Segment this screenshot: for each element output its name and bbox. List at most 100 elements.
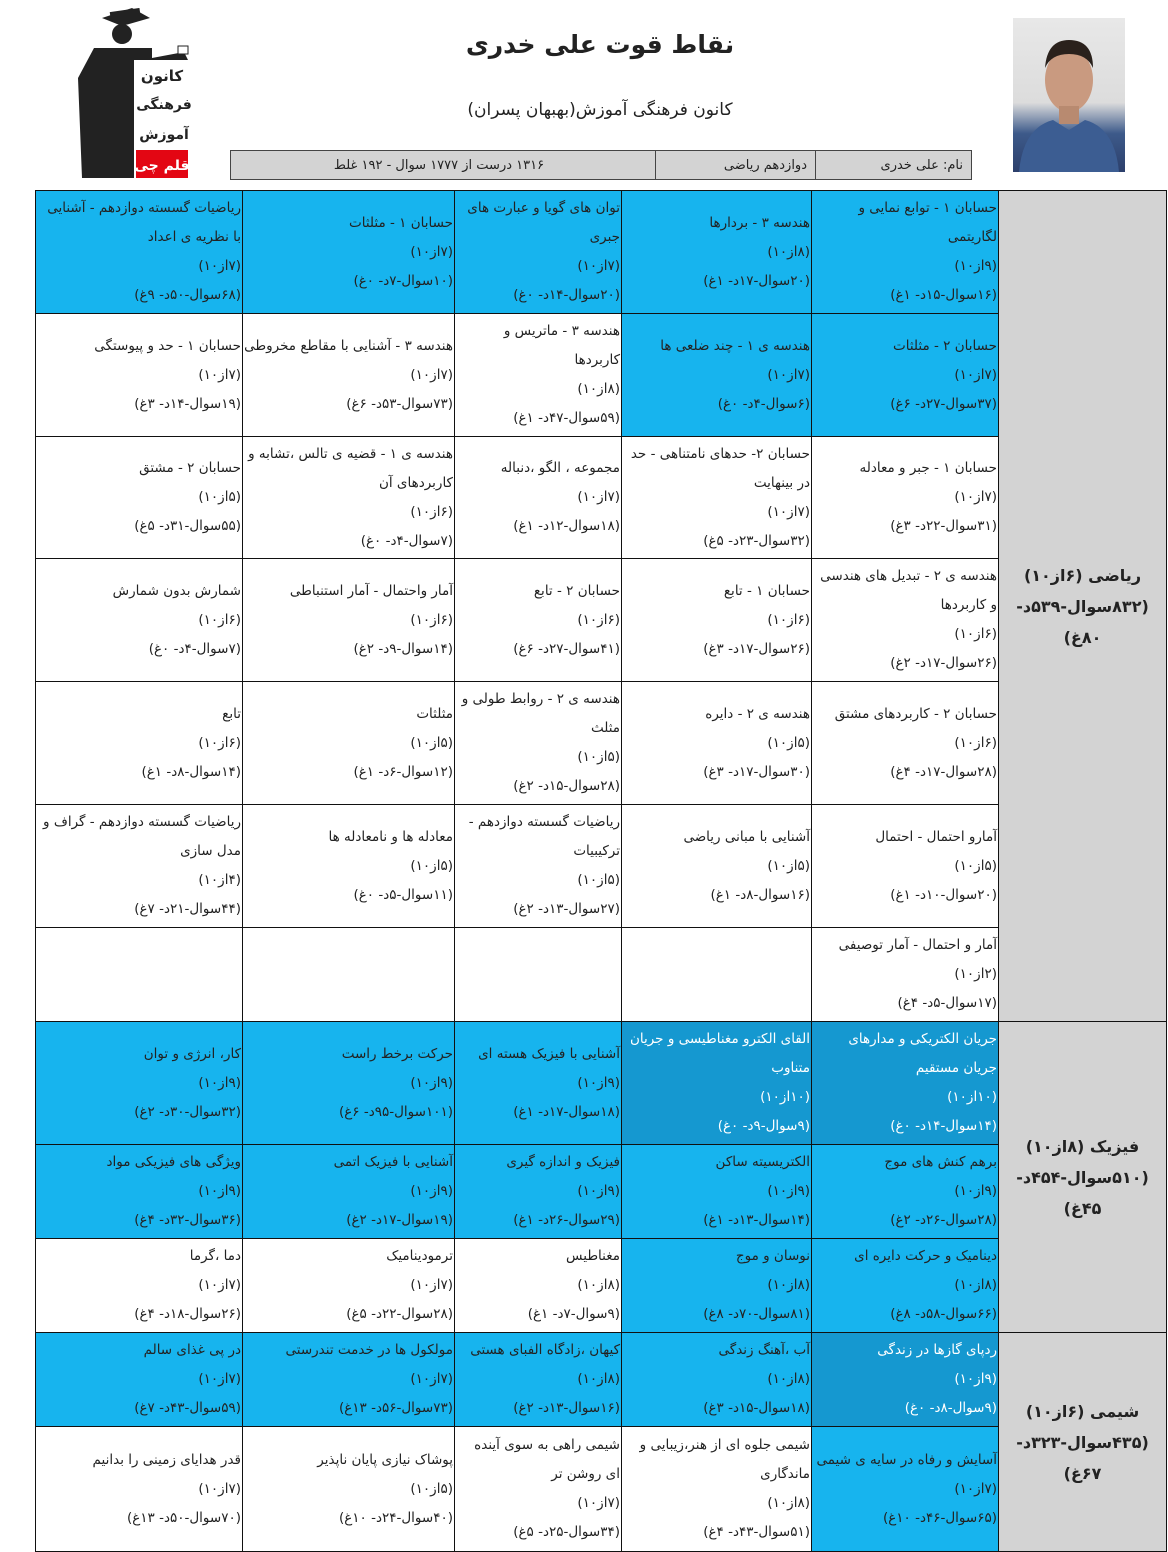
subject-summary-line: (۸۳۲سوال-۵۳۹د- (1016, 596, 1149, 616)
topic-title: مولکول ها در خدمت تندرستی (285, 1342, 453, 1358)
topic-score: (۷از۱۰) (198, 366, 241, 383)
topic-title: آشنایی با مبانی ریاضی (683, 828, 810, 845)
topic-title: آشنایی با فیزیک هسته ای (478, 1045, 620, 1062)
topic-cell: مجموعه ، الگو ،دنباله (۷از۱۰) (۱۸سوال-۱۲د-… (454, 436, 622, 559)
subject-summary-line: (۵۱۰سوال-۴۵۴د- (1016, 1167, 1149, 1187)
topic-cell: حسابان ۱ - حد و پیوستگی (۷از۱۰) (۱۹سوال-۱۴… (35, 313, 243, 437)
page-title: نقاط قوت علی خدری (465, 30, 735, 59)
topic-title: آشنایی با فیزیک اتمی (333, 1154, 453, 1170)
topic-cell: حسابان ۱ - توابع نمایی و لگاریتمی (۹از۱۰)… (811, 190, 999, 314)
topic-stats: (۲۸سوال-۱۷د- ۴غ) (890, 763, 997, 780)
topic-cell: دینامیک و حرکت دایره ای (۸از۱۰) (۶۶سوال-۵۸… (811, 1238, 999, 1333)
topic-title: توان های گویا و عبارت های جبری (467, 200, 620, 245)
student-name: نام: علی خدری (815, 151, 971, 179)
topic-stats: (۷سوال-۴د- ۰غ) (360, 532, 453, 549)
table-row: دینامیک و حرکت دایره ای (۸از۱۰) (۶۶سوال-۵۸… (35, 1238, 1167, 1333)
topic-score: (۸از۱۰) (577, 381, 620, 397)
topic-cell: حسابان ۱ - تابع (۶از۱۰) (۲۶سوال-۱۷د- ۳غ) (621, 558, 812, 682)
student-photo (1013, 18, 1125, 172)
topic-title: حسابان ۲ - مشتق (139, 460, 241, 476)
topic-score: (۹از۱۰) (577, 1183, 620, 1199)
topic-stats: (۶۶سوال-۵۸د- ۸غ) (890, 1306, 997, 1322)
topic-cell: مولکول ها در خدمت تندرستی (۷از۱۰) (۷۳سوال-… (242, 1332, 455, 1427)
topic-title: دما ،گرما (189, 1248, 241, 1264)
topic-cell: القای الکترو مغناطیسی و جریان متناوب (۱۰ا… (621, 1021, 812, 1145)
topic-title: آسایش و رفاه در سایه ی شیمی (816, 1451, 997, 1468)
topic-title: حسابان ۲- حدهای نامتناهی - حد در بینهایت (630, 445, 810, 491)
svg-text:فرهنگی: فرهنگی (136, 96, 192, 113)
topic-cell: برهم کنش های موج (۹از۱۰) (۲۸سوال-۲۶د- ۲غ) (811, 1144, 999, 1239)
topic-cell: آمار واحتمال - آمار استنباطی (۶از۱۰) (۱۴سو… (242, 558, 455, 682)
topic-score: (۵از۱۰) (767, 734, 810, 751)
topic-cell: حسابان ۲ - کاربردهای مشتق (۶از۱۰) (۲۸سوال-… (811, 681, 999, 805)
topic-score: (۷از۱۰) (767, 366, 810, 383)
student-portrait-icon (1019, 40, 1119, 172)
topic-cell: حسابان ۱ - مثلثات (۷از۱۰) (۱۰سوال-۷د- ۰غ) (242, 190, 455, 314)
subject-summary-line: ریاضی (۶از۱۰) (1023, 565, 1142, 585)
student-grade: دوازدهم ریاضی (655, 151, 815, 179)
topic-score: (۹از۱۰) (767, 1183, 810, 1199)
topic-score: (۵از۱۰) (954, 857, 997, 874)
topic-stats: (۳۷سوال-۲۷د- ۶غ) (890, 395, 997, 412)
topic-score: (۸از۱۰) (577, 1371, 620, 1387)
topic-cell: شیمی راهی به سوی آینده ای روشن تر (۷از۱۰)… (454, 1426, 622, 1552)
topic-score: (۷از۱۰) (198, 1277, 241, 1293)
topic-cell: حسابان ۲ - مثلثات (۷از۱۰) (۳۷سوال-۲۷د- ۶غ) (811, 313, 999, 437)
topic-cell: فیزیک و اندازه گیری (۹از۱۰) (۲۹سوال-۲۶د- ۱… (454, 1144, 622, 1239)
topic-stats: (۱۶سوال-۱۳د- ۲غ) (513, 1400, 620, 1416)
topic-score: (۷از۱۰) (410, 243, 453, 260)
topic-stats: (۴۴سوال-۲۱د- ۷غ) (134, 901, 241, 917)
topic-stats: (۷۳سوال-۵۶د- ۱۳غ) (338, 1400, 453, 1416)
topic-score: (۷از۱۰) (577, 489, 620, 505)
topic-stats: (۲۸سوال-۱۵د- ۲غ) (513, 778, 620, 794)
topic-stats: (۱۰۱سوال-۹۵د- ۶غ) (338, 1103, 453, 1120)
topic-stats: (۳۶سوال-۳۲د- ۴غ) (134, 1212, 241, 1228)
topic-title: نوسان و موج (735, 1248, 810, 1264)
topic-stats: (۸۱سوال-۷۰د- ۸غ) (703, 1306, 810, 1322)
topic-cell: دما ،گرما (۷از۱۰) (۲۶سوال-۱۸د- ۴غ) (35, 1238, 243, 1333)
topic-score: (۸از۱۰) (767, 243, 810, 260)
topic-score: (۷از۱۰) (954, 366, 997, 383)
topic-stats: (۲۷سوال-۱۳د- ۲غ) (513, 901, 620, 917)
topic-stats: (۲۶سوال-۱۷د- ۳غ) (703, 640, 810, 657)
topic-title: القای الکترو مغناطیسی و جریان متناوب (629, 1031, 810, 1076)
topic-title: ریاضیات گسسته دوازدهم - آشنایی با نظریه … (47, 200, 241, 245)
topic-cell: نوسان و موج (۸از۱۰) (۸۱سوال-۷۰د- ۸غ) (621, 1238, 812, 1333)
topic-title: ترمودینامیک (386, 1248, 453, 1264)
topic-title: آمار واحتمال - آمار استنباطی (289, 582, 453, 599)
topic-stats: (۱۴سوال-۹د- ۲غ) (353, 640, 453, 657)
institute-name: کانون فرهنگی آموزش(بهبهان پسران) (467, 100, 733, 120)
topic-title: هندسه ۳ - آشنایی با مقاطع مخروطی (244, 337, 453, 354)
topic-score: (۵از۱۰) (577, 749, 620, 765)
topic-title: حسابان ۱ - توابع نمایی و لگاریتمی (858, 200, 997, 245)
topic-stats: (۹سوال-۷د- ۱غ) (527, 1306, 620, 1322)
topic-stats: (۳۲سوال-۳۰د- ۲غ) (134, 1103, 241, 1120)
topic-cell: ترمودینامیک (۷از۱۰) (۲۸سوال-۲۲د- ۵غ) (242, 1238, 455, 1333)
topic-title: شمارش بدون شمارش (112, 582, 241, 599)
topic-score: (۹از۱۰) (410, 1183, 453, 1199)
topic-title: حسابان ۲ - تابع (533, 582, 620, 599)
topic-score: (۸از۱۰) (767, 1495, 810, 1511)
topic-stats: (۳۲سوال-۲۳د- ۵غ) (703, 532, 810, 549)
overall-result: ۱۳۱۶ درست از ۱۷۷۷ سوال - ۱۹۲ غلط (333, 157, 545, 173)
topic-score: (۵از۱۰) (410, 857, 453, 874)
topic-cell: هندسه ی ۲ - روابط طولی و مثلث (۵از۱۰) (۲۸س… (454, 681, 622, 805)
topic-title: ریاضیات گسسته دوازدهم - گراف و مدل سازی (43, 814, 241, 859)
topic-stats: (۷۰سوال-۵۰د- ۱۳غ) (126, 1509, 241, 1526)
topic-stats: (۶۸سوال-۵۰د- ۹غ) (134, 287, 241, 303)
topic-cell: ریاضیات گسسته دوازدهم - گراف و مدل سازی (… (35, 804, 243, 928)
topic-cell: مثلثات (۵از۱۰) (۱۲سوال-۶د- ۱غ) (242, 681, 455, 805)
subject-summary-line: فیزیک (۸از۱۰) (1025, 1136, 1140, 1156)
subject-summary-line: ۶۷غ) (1063, 1463, 1102, 1483)
topic-score: (۹از۱۰) (954, 1371, 997, 1387)
topic-stats: (۳۱سوال-۲۲د- ۳غ) (890, 518, 997, 534)
topic-stats: (۱۱سوال-۵د- ۰غ) (353, 886, 453, 903)
topic-stats: (۶سوال-۴د- ۰غ) (717, 395, 810, 412)
table-row: حسابان ۲ - کاربردهای مشتق (۶از۱۰) (۲۸سوال-… (35, 681, 1167, 805)
topic-stats: (۵۱سوال-۴۳د- ۴غ) (703, 1524, 810, 1540)
topic-score: (۹از۱۰) (954, 1183, 997, 1199)
topic-title: کیهان ،زادگاه الفبای هستی (470, 1342, 620, 1358)
table-row: حسابان ۲ - مثلثات (۷از۱۰) (۳۷سوال-۲۷د- ۶غ)… (35, 313, 1167, 437)
topic-cell: ردپای گازها در زندگی (۹از۱۰) (۹سوال-۸د- ۰غ… (811, 1332, 999, 1427)
topic-title: دینامیک و حرکت دایره ای (854, 1248, 997, 1264)
